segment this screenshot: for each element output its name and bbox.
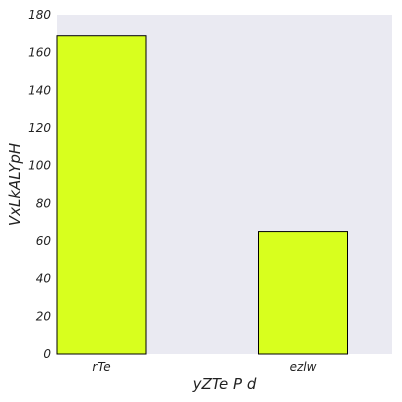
y-tick-label: 0 [43, 347, 51, 361]
y-tick-label: 60 [36, 234, 52, 248]
y-tick-label: 100 [28, 159, 51, 173]
x-tick-label: ezlw [290, 360, 317, 374]
y-tick-label: 160 [28, 46, 51, 60]
x-tick-label: rTe [92, 360, 110, 374]
x-axis-ticks: rTe ezlw [92, 360, 316, 374]
y-tick-label: 140 [28, 83, 51, 97]
y-tick-label: 40 [36, 272, 52, 286]
y-axis-label: VxLkALYpH [6, 143, 24, 226]
x-axis-label: yZTe P d [192, 375, 257, 393]
y-tick-label: 120 [28, 121, 51, 135]
bars [56, 35, 348, 355]
y-tick-label: 20 [36, 309, 52, 323]
y-tick-label: 80 [36, 196, 52, 210]
bar-ezlw [258, 231, 348, 355]
y-axis-ticks: 0 20 40 60 80 100 120 140 160 180 [28, 8, 51, 361]
bar-rTe [56, 35, 147, 355]
y-tick-label: 180 [28, 8, 51, 22]
